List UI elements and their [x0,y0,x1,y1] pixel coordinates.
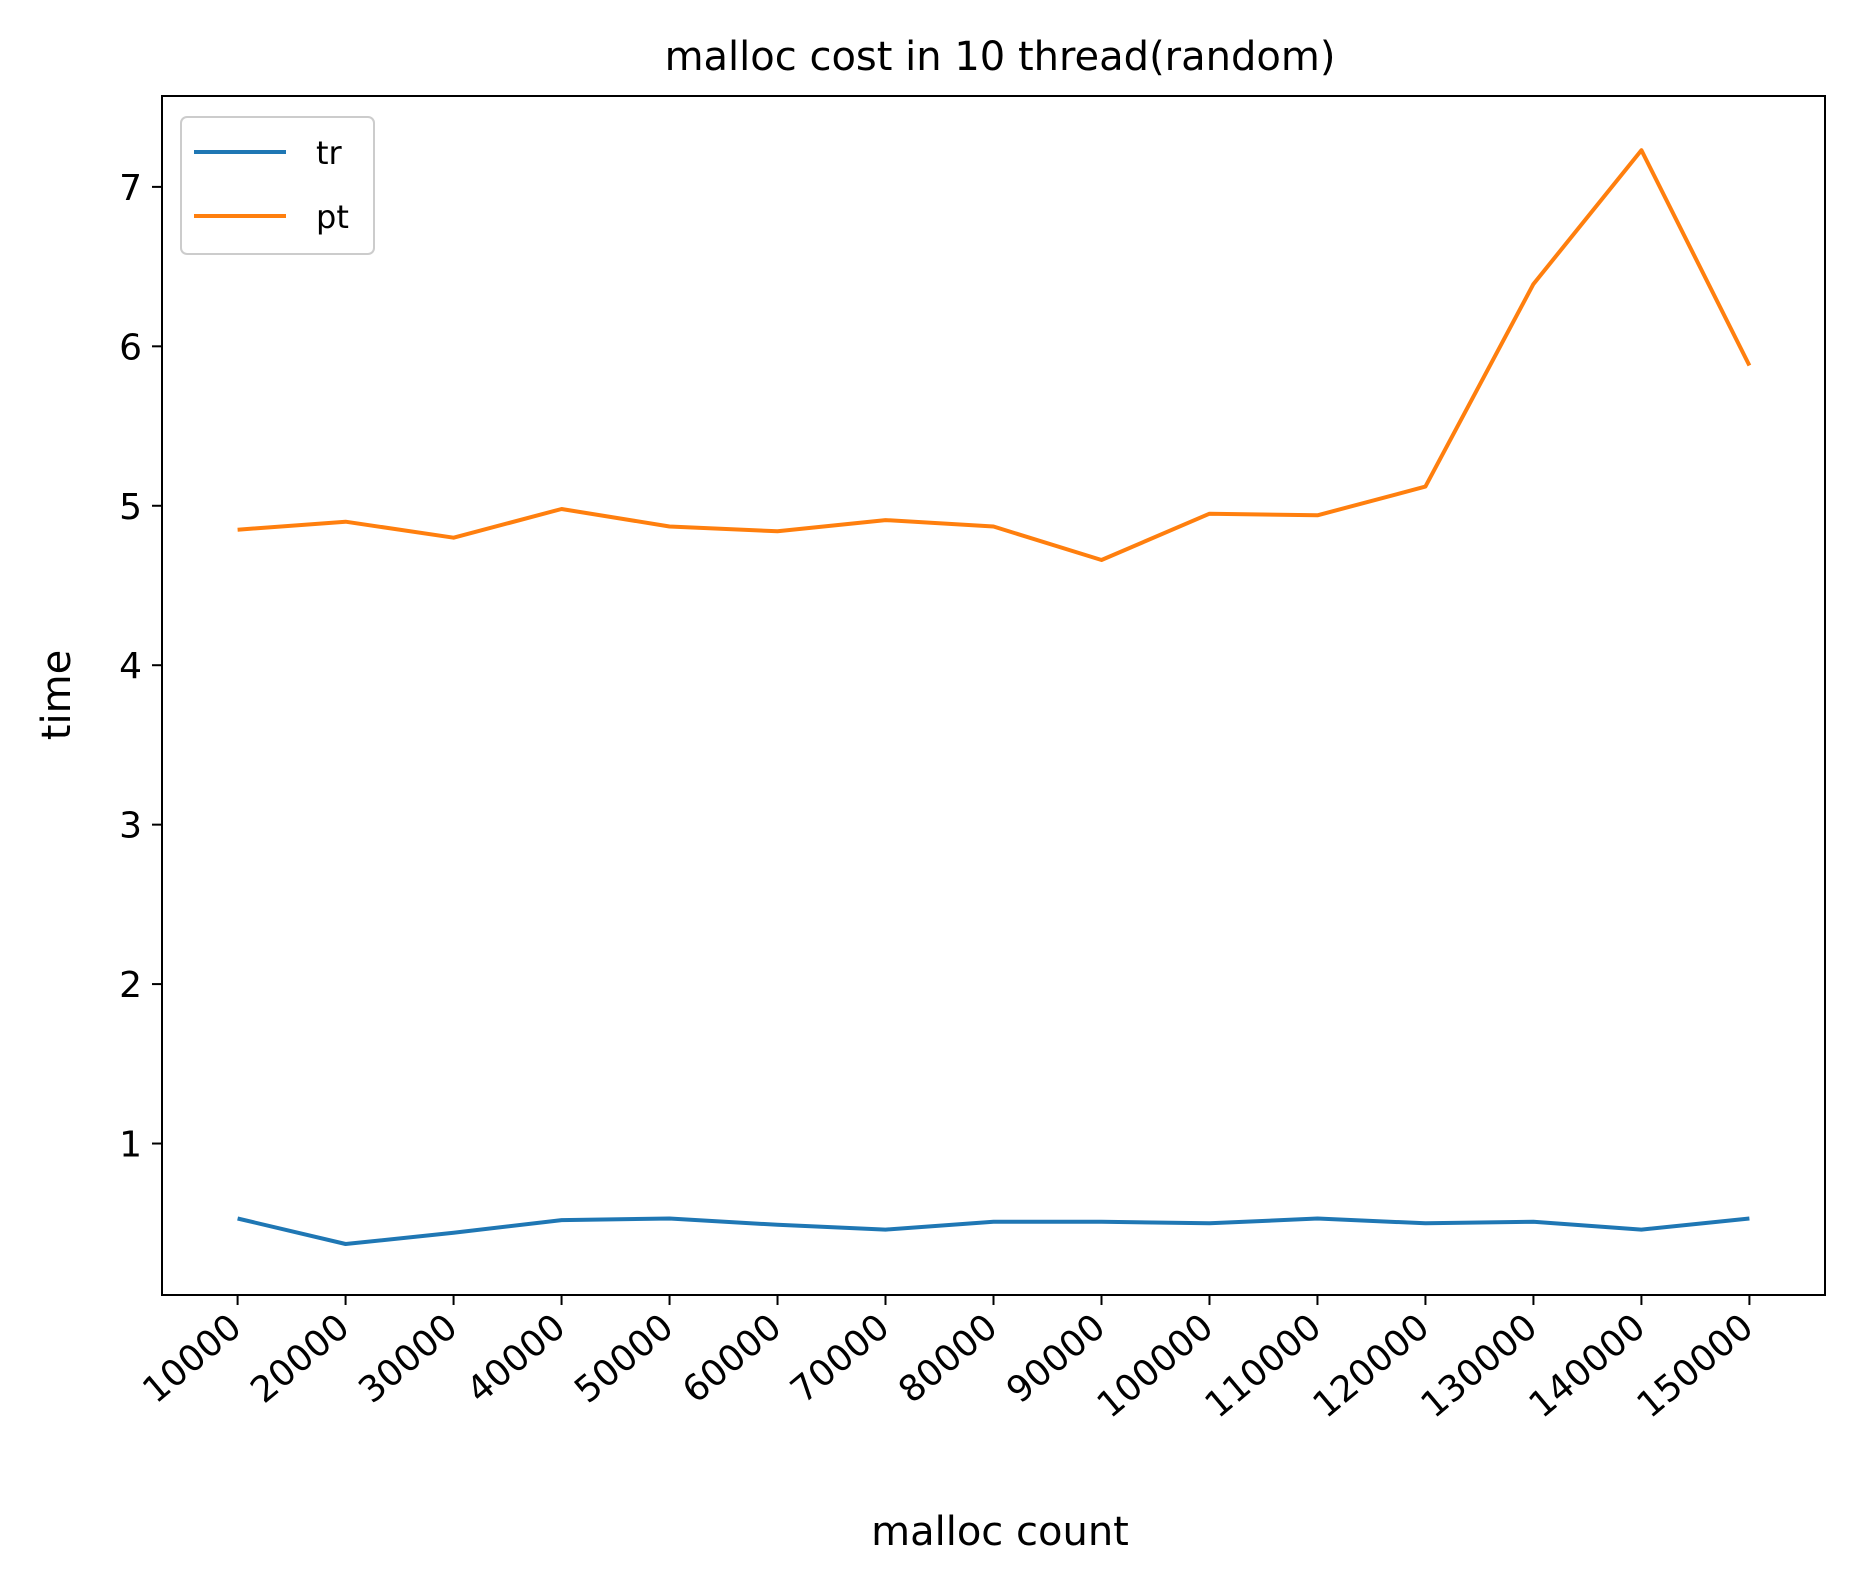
y-tick-label: 5 [119,487,142,528]
x-axis-label: malloc count [871,1509,1129,1555]
series-layer [237,148,1752,1246]
y-tick-label: 7 [119,168,142,209]
legend-label-pt: pt [316,198,349,236]
series-line-tr [237,1216,1750,1246]
series-line-pt [237,148,1752,562]
legend-label-tr: tr [316,134,343,172]
y-tick-label: 3 [119,806,142,847]
legend: tr pt [180,116,375,255]
y-axis-label: time [34,650,80,740]
y-axis: 1 2 3 4 5 6 7 [119,168,162,1166]
chart-title: malloc cost in 10 thread(random) [665,34,1336,80]
y-tick-label: 2 [119,965,142,1006]
y-tick-label: 6 [119,327,142,368]
y-tick-label: 4 [119,646,142,687]
y-tick-label: 1 [119,1125,142,1166]
